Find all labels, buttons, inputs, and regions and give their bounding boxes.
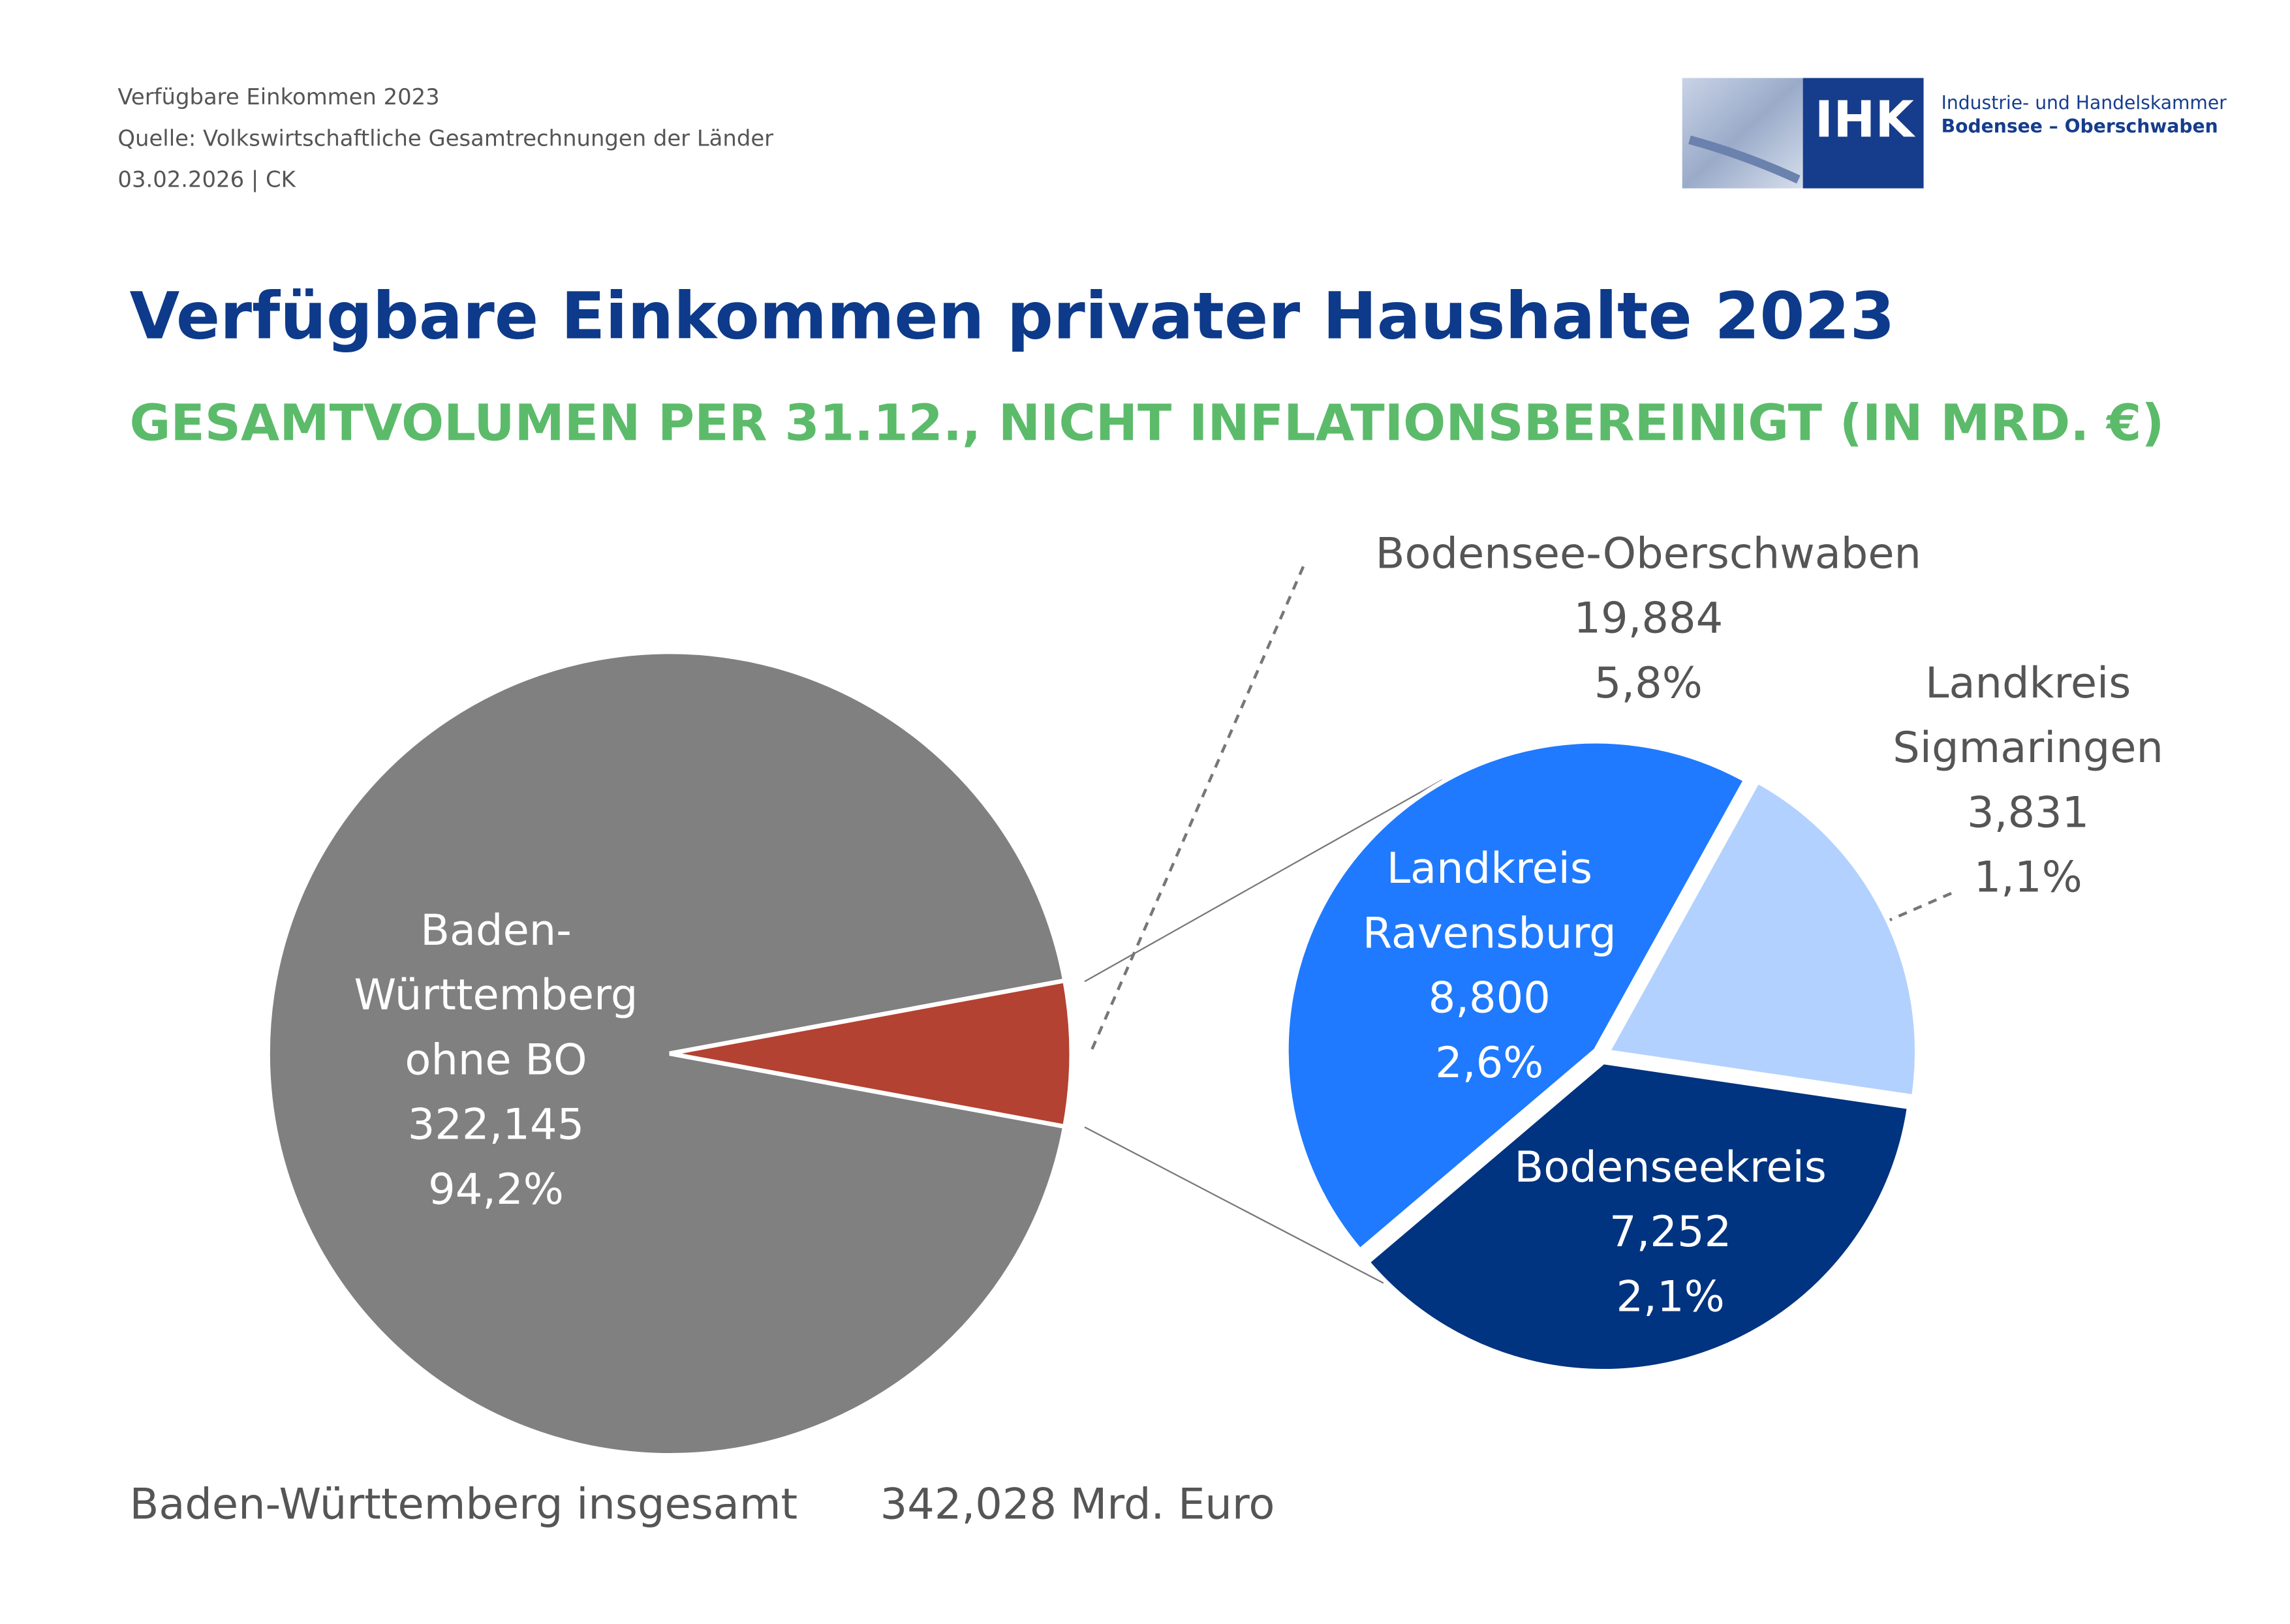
slice-label: Landkreis Sigmaringen 3,831 1,1% bbox=[1881, 651, 2175, 910]
slice-label: Baden-Württemberg ohne BO 322,145 94,2% bbox=[334, 898, 658, 1221]
slice-value: 7,252 bbox=[1609, 1206, 1732, 1257]
logo-text: IHK bbox=[1814, 91, 1914, 151]
pie-slice bbox=[266, 649, 1068, 1458]
leader-line bbox=[1883, 891, 1953, 925]
slice-name: Landkreis Ravensburg bbox=[1362, 843, 1617, 958]
slice-label: Landkreis Ravensburg 8,800 2,6% bbox=[1350, 836, 1629, 1095]
slice-name: Baden-Württemberg ohne BO bbox=[354, 904, 638, 1085]
slice-value: 19,884 bbox=[1573, 592, 1724, 643]
footer-total: 342,028 Mrd. Euro bbox=[880, 1478, 1275, 1529]
pie-slice bbox=[1364, 1060, 1912, 1373]
slice-value: 3,831 bbox=[1967, 787, 2090, 838]
org-line: Industrie- und Handelskammer bbox=[1941, 91, 2227, 114]
org-line: Bodensee – Oberschwaben bbox=[1941, 114, 2218, 137]
chart-title: Verfügbare Einkommen privater Haushalte … bbox=[129, 279, 1895, 355]
pie-slice bbox=[1284, 739, 1749, 1254]
slice-name: Bodensee-Oberschwaben bbox=[1375, 528, 1922, 579]
pie-slice bbox=[1604, 778, 1919, 1099]
slice-percent: 1,1% bbox=[1973, 851, 2082, 902]
connector-line bbox=[1084, 779, 1443, 983]
leader-line bbox=[1091, 564, 1306, 1050]
slice-value: 8,800 bbox=[1428, 972, 1551, 1023]
header-line: Verfügbare Einkommen 2023 bbox=[117, 84, 440, 111]
logo-image bbox=[1688, 135, 1801, 184]
logo-box bbox=[1803, 78, 1924, 189]
slice-label: Bodenseekreis 7,252 2,1% bbox=[1479, 1135, 1861, 1329]
pie-slice bbox=[669, 977, 1074, 1129]
slice-percent: 2,6% bbox=[1435, 1037, 1544, 1088]
slice-percent: 2,1% bbox=[1616, 1271, 1725, 1322]
slice-percent: 94,2% bbox=[428, 1163, 564, 1214]
slice-name: Landkreis Sigmaringen bbox=[1893, 658, 2164, 773]
header-line: 03.02.2026 | CK bbox=[117, 166, 296, 193]
slice-percent: 5,8% bbox=[1594, 658, 1703, 708]
footer-label: Baden-Württemberg insgesamt bbox=[129, 1478, 798, 1529]
slice-label: Bodensee-Oberschwaben 19,884 5,8% bbox=[1339, 521, 1957, 715]
slice-name: Bodenseekreis bbox=[1514, 1142, 1827, 1192]
chart-subtitle: GESAMTVOLUMEN PER 31.12., NICHT INFLATIO… bbox=[129, 394, 2165, 453]
header-line: Quelle: Volkswirtschaftliche Gesamtrechn… bbox=[117, 125, 774, 152]
connector-line bbox=[1084, 1126, 1384, 1284]
slice-value: 322,145 bbox=[407, 1099, 585, 1150]
